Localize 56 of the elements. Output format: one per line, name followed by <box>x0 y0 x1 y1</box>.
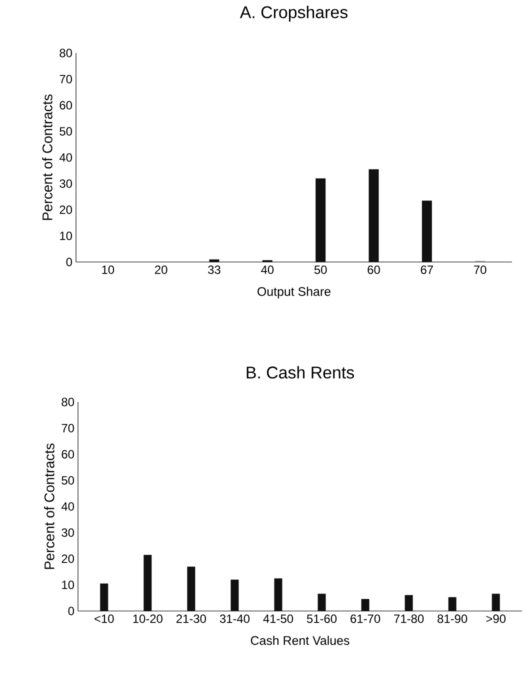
x-tick-label: <10 <box>94 614 114 623</box>
y-tick-label: 60 <box>62 450 74 458</box>
x-tick-label: 70 <box>474 266 486 274</box>
y-tick-label: 20 <box>62 554 74 563</box>
bar <box>448 597 456 611</box>
y-tick-label: 80 <box>62 398 74 406</box>
x-tick-label: 60 <box>368 266 380 274</box>
x-tick-label: 81-90 <box>438 614 468 623</box>
bar <box>318 594 326 611</box>
x-tick-label: 51-60 <box>306 614 337 623</box>
x-tick-label: 33 <box>208 266 220 274</box>
bar <box>316 178 326 262</box>
x-tick-label: >90 <box>486 614 506 623</box>
x-tick-label: 50 <box>314 266 327 274</box>
x-tick-label: 31-40 <box>220 614 250 623</box>
y-tick-label: 50 <box>60 127 72 136</box>
y-tick-label: 10 <box>62 580 74 590</box>
y-tick-label: 80 <box>60 48 72 58</box>
x-axis-title: Output Share <box>258 286 330 298</box>
x-tick-label: 10 <box>102 266 114 274</box>
x-tick-label: 21-30 <box>176 614 206 623</box>
x-tick-label: 10-20 <box>133 614 162 623</box>
x-tick-label: 41-50 <box>263 614 294 623</box>
bar <box>230 580 239 611</box>
bar <box>187 566 196 611</box>
x-tick-label: 40 <box>261 266 274 274</box>
y-tick-label: 0 <box>66 258 72 266</box>
chart-title: A. Cropshares <box>240 6 348 22</box>
bar <box>368 169 379 262</box>
y-tick-label: 40 <box>59 153 72 162</box>
y-axis-title: Percent of Contracts <box>44 443 54 569</box>
y-tick-label: 30 <box>62 528 74 537</box>
x-tick-label: 67 <box>420 266 433 274</box>
y-tick-label: 60 <box>60 101 72 110</box>
chart-title: B. Cash Rents <box>246 366 354 379</box>
y-tick-label: 0 <box>68 606 74 616</box>
bar <box>100 584 108 611</box>
y-tick-label: 20 <box>60 206 72 214</box>
y-axis-title: Percent of Contracts <box>42 94 52 220</box>
x-tick-label: 61-70 <box>350 614 380 623</box>
y-tick-label: 40 <box>61 502 74 511</box>
bar <box>422 200 432 262</box>
bar <box>492 594 500 611</box>
y-tick-label: 10 <box>60 232 72 240</box>
y-tick-label: 70 <box>60 74 72 84</box>
x-tick-label: 20 <box>155 266 168 274</box>
bar <box>404 595 413 611</box>
y-tick-label: 30 <box>60 179 72 188</box>
x-tick-label: 71-80 <box>394 614 424 623</box>
bar <box>209 259 220 262</box>
x-axis-title: Cash Rent Values <box>250 636 350 645</box>
bar <box>144 554 152 611</box>
bar <box>274 578 282 611</box>
y-tick-label: 70 <box>62 424 74 432</box>
bar <box>361 598 370 611</box>
y-tick-label: 50 <box>62 476 74 485</box>
